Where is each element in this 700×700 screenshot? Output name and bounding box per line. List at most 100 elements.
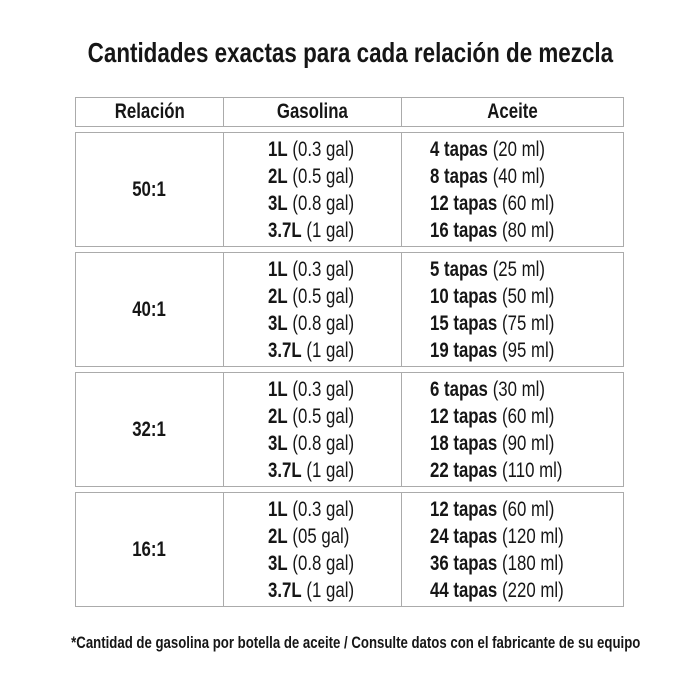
gasolina-cell: 1L (0.3 gal) 2L (0.5 gal) 3L (0.8 gal) 3.7L (1 … — [223, 253, 401, 366]
gasolina-detail: (0.3 gal) — [292, 497, 355, 521]
header-cell-aceite: Aceite — [401, 98, 623, 126]
aceite-cell: 4 tapas (20 ml) 8 tapas (40 ml) 12 tapas (60 … — [401, 133, 623, 246]
aceite-detail: (50 ml) — [502, 284, 555, 308]
gasolina-line: 2L (0.5 gal) — [268, 403, 354, 430]
gasolina-detail: (0.3 gal) — [292, 377, 355, 401]
aceite-detail: (25 ml) — [492, 257, 545, 281]
gasolina-line: 2L (0.5 gal) — [268, 283, 354, 310]
aceite-line: 12 tapas (60 ml) — [430, 403, 562, 430]
ratio-value: 50:1 — [132, 177, 167, 201]
aceite-detail: (80 ml) — [502, 218, 555, 242]
gasolina-line: 1L (0.3 gal) — [268, 496, 354, 523]
aceite-line: 18 tapas (90 ml) — [430, 430, 562, 457]
gasolina-quantity: 1L — [268, 137, 288, 161]
gasolina-quantity: 3.7L — [268, 578, 302, 602]
page-title: Cantidades exactas para cada relación de… — [0, 36, 700, 70]
gasolina-quantity: 3L — [268, 431, 288, 455]
aceite-quantity: 5 tapas — [430, 257, 488, 281]
gasolina-quantity: 1L — [268, 497, 288, 521]
aceite-quantity: 24 tapas — [430, 524, 498, 548]
gasolina-quantity: 1L — [268, 257, 288, 281]
aceite-line: 5 tapas (25 ml) — [430, 256, 554, 283]
gasolina-quantity: 1L — [268, 377, 288, 401]
aceite-detail: (60 ml) — [502, 497, 555, 521]
footnote-text: *Cantidad de gasolina por botella de ace… — [71, 634, 641, 652]
gasolina-detail: (0.8 gal) — [292, 311, 355, 335]
aceite-detail: (95 ml) — [502, 338, 555, 362]
ratio-cell: 40:1 — [76, 253, 223, 366]
gasolina-lines: 1L (0.3 gal) 2L (0.5 gal) 3L (0.8 gal) 3.7L (1 … — [224, 253, 376, 366]
aceite-line: 12 tapas (60 ml) — [430, 496, 564, 523]
table-header-row: Relación Gasolina Aceite — [75, 97, 624, 127]
header-cell-gasolina: Gasolina — [223, 98, 401, 126]
aceite-line: 15 tapas (75 ml) — [430, 310, 554, 337]
gasolina-detail: (0.8 gal) — [292, 191, 355, 215]
aceite-quantity: 12 tapas — [430, 191, 498, 215]
aceite-line: 10 tapas (50 ml) — [430, 283, 554, 310]
aceite-cell: 12 tapas (60 ml) 24 tapas (120 ml) 36 tapas(… — [401, 493, 623, 606]
table-body: 50:1 1L (0.3 gal) 2L (0.5 gal) 3L (0.8 gal) 3.7… — [75, 132, 624, 607]
ratio-cell: 32:1 — [76, 373, 223, 486]
header-cell-relacion: Relación — [76, 98, 223, 126]
gasolina-detail: (0.8 gal) — [292, 551, 355, 575]
aceite-line: 12 tapas (60 ml) — [430, 190, 554, 217]
table-row: 50:1 1L (0.3 gal) 2L (0.5 gal) 3L (0.8 gal) 3.7… — [75, 132, 624, 247]
aceite-detail: (60 ml) — [502, 404, 555, 428]
gasolina-quantity: 3.7L — [268, 218, 302, 242]
gasolina-line: 3L (0.8 gal) — [268, 550, 354, 577]
aceite-quantity: 44 tapas — [430, 578, 498, 602]
aceite-detail: (40 ml) — [492, 164, 545, 188]
gasolina-line: 3L (0.8 gal) — [268, 310, 354, 337]
aceite-quantity: 12 tapas — [430, 404, 498, 428]
gasolina-quantity: 3L — [268, 551, 288, 575]
table-row: 40:1 1L (0.3 gal) 2L (0.5 gal) 3L (0.8 gal) 3.7… — [75, 252, 624, 367]
aceite-line: 19 tapas (95 ml) — [430, 337, 554, 364]
gasolina-lines: 1L (0.3 gal) 2L (05 gal) 3L (0.8 gal) 3.7L (1 g… — [224, 493, 376, 606]
gasolina-line: 1L (0.3 gal) — [268, 376, 354, 403]
gasolina-quantity: 3.7L — [268, 458, 302, 482]
header-gasolina-label: Gasolina — [277, 100, 348, 123]
gasolina-detail: (1 gal) — [306, 578, 355, 602]
table-row: 16:1 1L (0.3 gal) 2L (05 gal) 3L (0.8 gal) 3.7L… — [75, 492, 624, 607]
gasolina-detail: (1 gal) — [306, 458, 355, 482]
aceite-line: 8 tapas (40 ml) — [430, 163, 554, 190]
footnote: *Cantidad de gasolina por botella de ace… — [0, 633, 700, 653]
aceite-quantity: 18 tapas — [430, 431, 498, 455]
aceite-line: 36 tapas (180 ml) — [430, 550, 564, 577]
aceite-detail: (20 ml) — [492, 137, 545, 161]
aceite-cell: 5 tapas (25 ml) 10 tapas (50 ml) 15 tapas (75… — [401, 253, 623, 366]
ratio-value: 16:1 — [132, 537, 167, 561]
aceite-detail: (110 ml) — [502, 458, 563, 482]
gasolina-quantity: 2L — [268, 524, 288, 548]
aceite-line: 6 tapas (30 ml) — [430, 376, 562, 403]
aceite-cell: 6 tapas (30 ml) 12 tapas (60 ml) 18 tapas (90… — [401, 373, 623, 486]
header-relacion-label: Relación — [114, 100, 185, 123]
gasolina-quantity: 3L — [268, 191, 288, 215]
gasolina-detail: (1 gal) — [306, 218, 355, 242]
aceite-quantity: 16 tapas — [430, 218, 498, 242]
aceite-quantity: 36 tapas — [430, 551, 498, 575]
gasolina-line: 3L (0.8 gal) — [268, 190, 354, 217]
aceite-quantity: 12 tapas — [430, 497, 498, 521]
gasolina-line: 3L (0.8 gal) — [268, 430, 354, 457]
gasolina-quantity: 2L — [268, 404, 288, 428]
gasolina-detail: (05 gal) — [292, 524, 350, 548]
gasolina-line: 3.7L (1 gal) — [268, 217, 354, 244]
gasolina-lines: 1L (0.3 gal) 2L (0.5 gal) 3L (0.8 gal) 3.7L (1 … — [224, 373, 376, 486]
gasolina-cell: 1L (0.3 gal) 2L (05 gal) 3L (0.8 gal) 3.7L (1 g… — [223, 493, 401, 606]
ratio-cell: 50:1 — [76, 133, 223, 246]
page-title-text: Cantidades exactas para cada relación de… — [87, 37, 613, 68]
aceite-lines: 4 tapas (20 ml) 8 tapas (40 ml) 12 tapas (60 … — [402, 133, 585, 246]
aceite-detail: (120 ml) — [502, 524, 564, 548]
gasolina-line: 1L (0.3 gal) — [268, 136, 354, 163]
gasolina-line: 2L (0.5 gal) — [268, 163, 354, 190]
gasolina-quantity: 2L — [268, 284, 288, 308]
aceite-detail: (180 ml) — [502, 551, 564, 575]
gasolina-detail: (0.8 gal) — [292, 431, 355, 455]
gasolina-detail: (1 gal) — [306, 338, 355, 362]
gasolina-detail: (0.3 gal) — [292, 257, 355, 281]
gasolina-quantity: 2L — [268, 164, 288, 188]
aceite-detail: (90 ml) — [502, 431, 555, 455]
gasolina-quantity: 3.7L — [268, 338, 302, 362]
